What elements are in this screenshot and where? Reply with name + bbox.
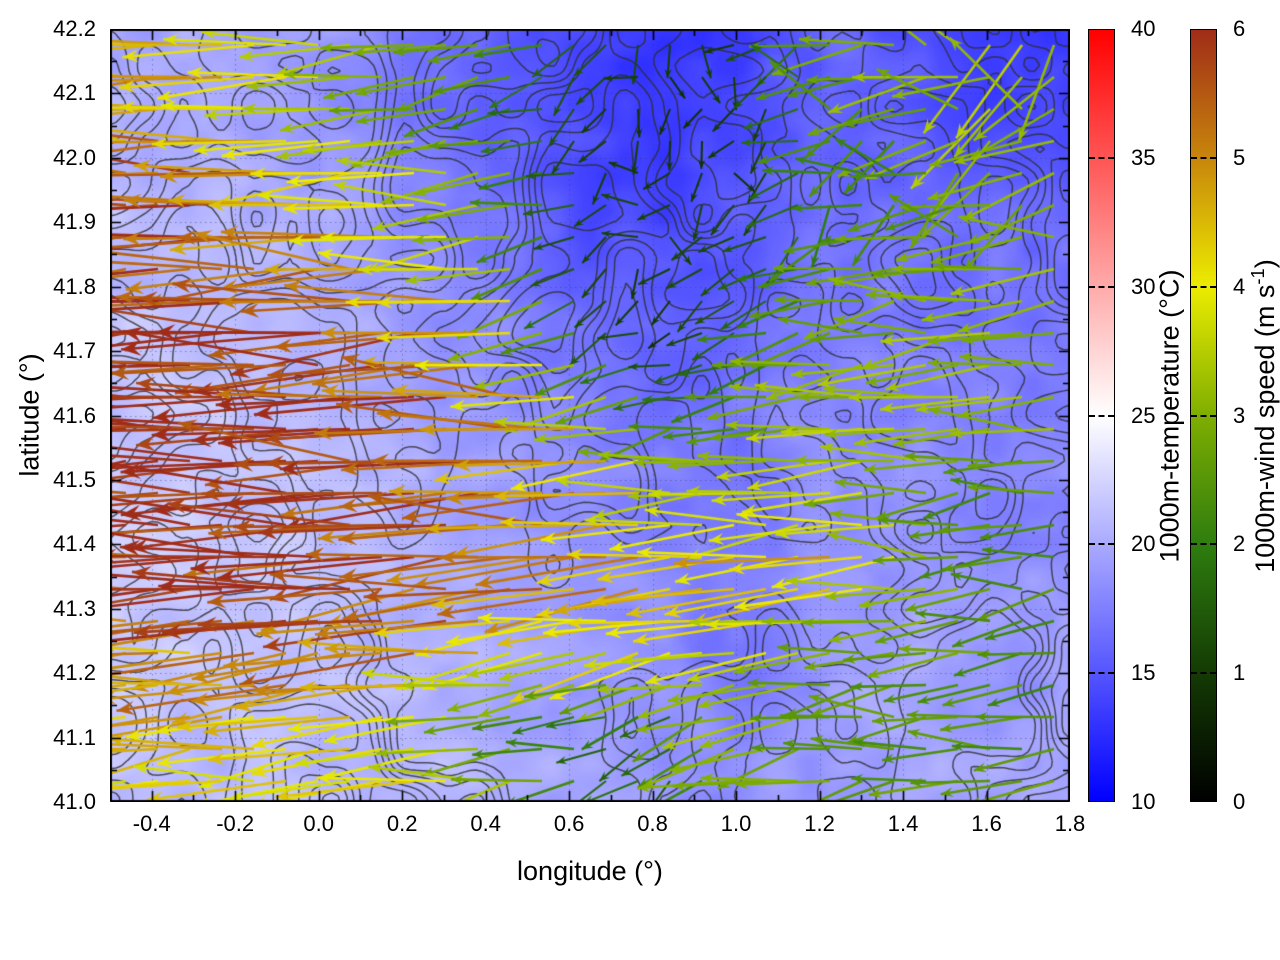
colorbar-tick-label: 25 — [1131, 402, 1156, 428]
colorbar-tick — [1089, 285, 1114, 288]
y-tick-label: 41.8 — [53, 273, 96, 299]
colorbar-tick-label: 1 — [1233, 660, 1246, 686]
colorbar-tick — [1191, 285, 1216, 288]
colorbar-tick — [1089, 543, 1114, 546]
x-axis-title: longitude (°) — [517, 856, 663, 886]
colorbar-tick-label: 6 — [1233, 16, 1246, 41]
y-tick-label: 41.1 — [53, 724, 96, 750]
colorbar-tick — [1089, 672, 1114, 675]
x-tick-label: -0.4 — [132, 811, 171, 836]
colorbar-temperature-title: 1000m-temperature (°C) — [1154, 269, 1185, 562]
colorbar-tick-label: 20 — [1131, 531, 1156, 557]
colorbar-wind-speed-title: 1000m-wind speed (m s-1) — [1247, 259, 1280, 572]
colorbar-tick — [1191, 543, 1216, 546]
colorbar-tick — [1191, 672, 1216, 675]
colorbar-tick-label: 4 — [1233, 273, 1246, 299]
y-tick-label: 42.2 — [53, 16, 96, 41]
colorbar-wind-title-superscript: -1 — [1247, 267, 1268, 285]
colorbar-tick-label: 0 — [1233, 789, 1246, 814]
colorbar-tick — [1191, 156, 1216, 159]
colorbar-tick-label: 40 — [1131, 16, 1156, 41]
y-tick-label: 41.5 — [53, 466, 96, 492]
y-tick-label: 42.0 — [53, 144, 96, 170]
y-tick-label: 42.1 — [53, 80, 96, 106]
colorbar-tick-label: 35 — [1131, 144, 1156, 170]
y-tick-label: 41.4 — [53, 531, 96, 557]
y-axis-title: latitude (°) — [14, 353, 45, 477]
x-tick-label: 0.8 — [637, 811, 668, 836]
colorbar-tick-label: 30 — [1131, 273, 1156, 299]
y-tick-label: 41.6 — [53, 402, 96, 428]
colorbar-wind-title-text: 1000m-wind speed (m s — [1250, 284, 1280, 573]
colorbar-tick-label: 5 — [1233, 144, 1246, 170]
map-canvas — [110, 29, 1070, 802]
x-tick-label: 0.2 — [386, 811, 418, 836]
y-tick-label: 41.7 — [53, 338, 96, 364]
colorbar-tick — [1089, 414, 1114, 417]
x-tick-label: 0.0 — [303, 811, 334, 836]
colorbar-tick-label: 10 — [1131, 789, 1156, 814]
y-tick-label: 41.2 — [53, 660, 96, 686]
x-tick-label: 0.4 — [470, 811, 501, 836]
colorbar-tick-label: 2 — [1233, 531, 1246, 557]
x-tick-label: 1.6 — [971, 811, 1002, 836]
colorbar-tick — [1089, 156, 1114, 159]
x-tick-label: 1.0 — [720, 811, 752, 836]
x-tick-label: 1.2 — [804, 811, 835, 836]
colorbar-tick-label: 3 — [1233, 402, 1246, 428]
y-tick-label: 41.3 — [53, 595, 96, 621]
x-tick-label: -0.2 — [216, 811, 255, 836]
x-tick-label: 1.4 — [887, 811, 919, 836]
x-tick-label: 1.8 — [1054, 811, 1086, 836]
y-tick-label: 41.0 — [53, 789, 96, 814]
colorbar-tick-label: 15 — [1131, 660, 1156, 686]
colorbar-tick — [1191, 414, 1216, 417]
colorbar-wind-title-close: ) — [1250, 258, 1280, 268]
y-tick-label: 41.9 — [53, 209, 96, 235]
x-tick-label: 0.6 — [553, 811, 585, 836]
